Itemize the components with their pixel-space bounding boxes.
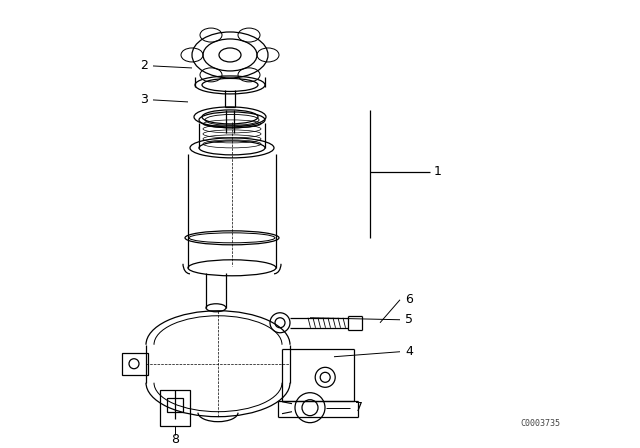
Bar xyxy=(167,398,183,412)
Text: 3: 3 xyxy=(140,94,148,107)
Text: 4: 4 xyxy=(405,345,413,358)
Text: 8: 8 xyxy=(171,433,179,446)
Text: 5: 5 xyxy=(405,313,413,326)
Text: 2: 2 xyxy=(140,60,148,73)
Text: 1: 1 xyxy=(434,165,442,178)
Bar xyxy=(122,353,148,375)
Bar xyxy=(160,390,190,426)
Text: 6: 6 xyxy=(405,293,413,306)
Text: 7: 7 xyxy=(355,401,363,414)
Text: C0003735: C0003735 xyxy=(521,418,561,427)
